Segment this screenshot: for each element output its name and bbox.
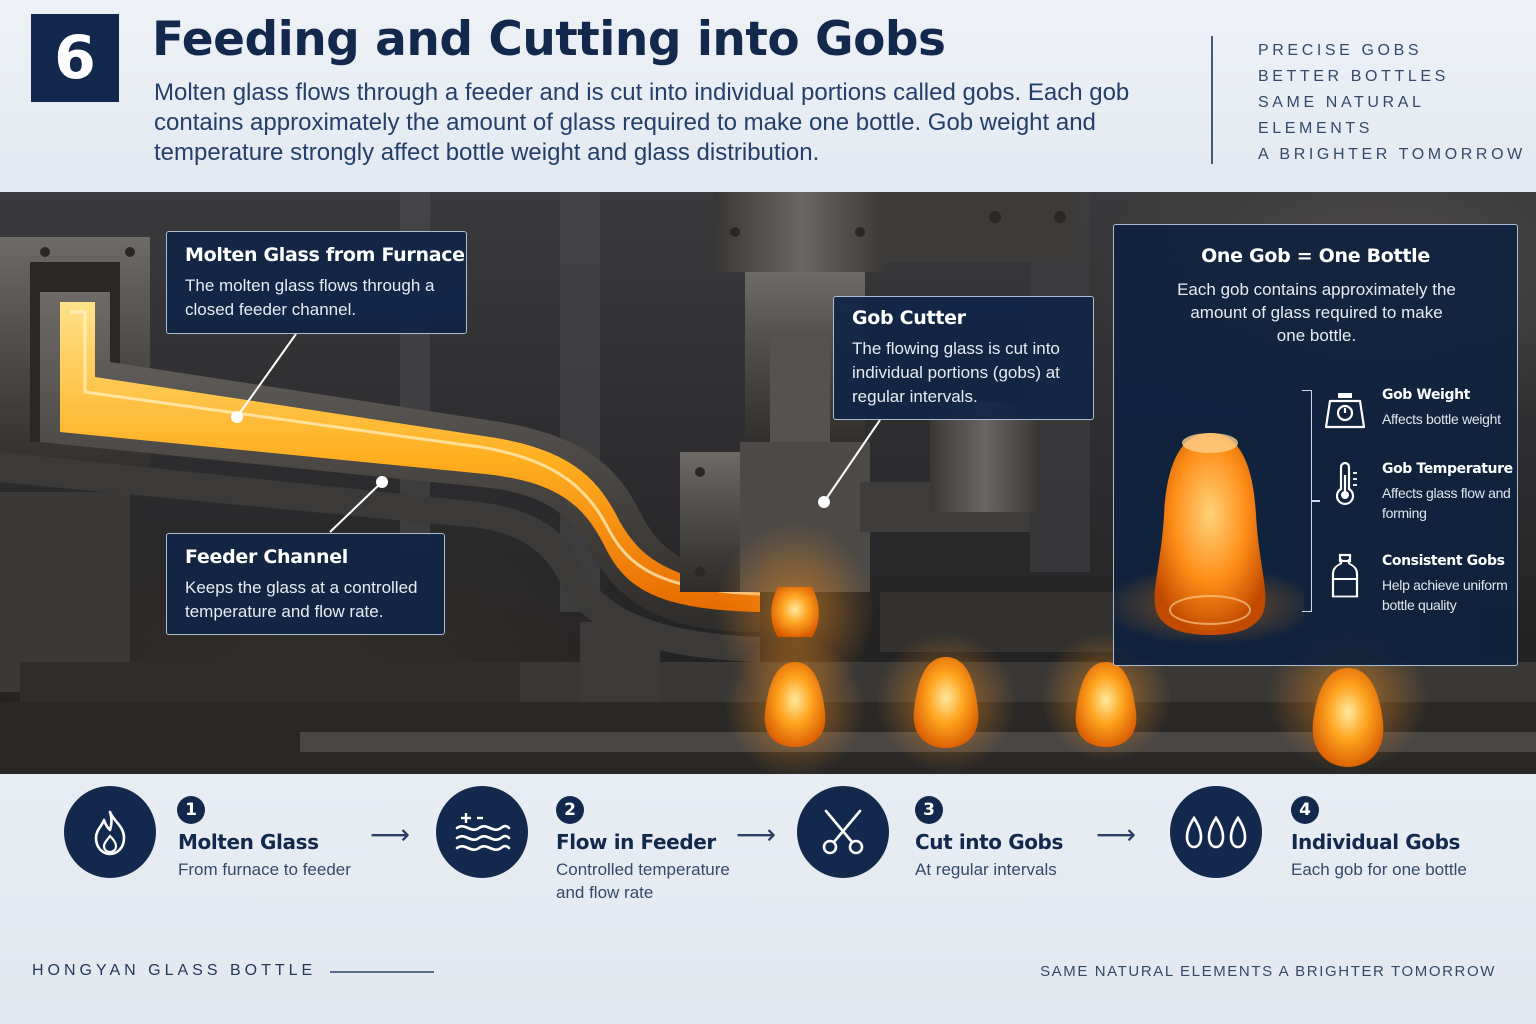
intro-text: Molten glass flows through a feeder and … (154, 79, 1130, 166)
footer-brand: HONGYAN GLASS BOTTLE (32, 962, 317, 979)
feature-title: Gob Temperature (1382, 461, 1513, 477)
taglines: PRECISE GOBS BETTER BOTTLES SAME NATURAL… (1258, 38, 1533, 168)
tagline-5: A BRIGHTER TOMORROW (1258, 146, 1526, 163)
step-number-badge: 6 (31, 14, 119, 102)
flame-icon (94, 810, 126, 856)
callout-text: The molten glass flows through a closed … (185, 276, 435, 319)
callout-text: The flowing glass is cut into individual… (852, 339, 1060, 406)
callout-title: Gob Cutter (852, 307, 966, 329)
step-text: Controlled temperature and flow rate (556, 860, 730, 902)
panel-description: Each gob contains approximately the amou… (1177, 280, 1456, 345)
bottle-icon (1331, 553, 1359, 598)
tagline-1: PRECISE GOBS (1258, 42, 1423, 59)
footer-divider (330, 971, 434, 973)
scale-icon (1324, 393, 1366, 429)
arrow-right-icon: ⟶ (1096, 818, 1137, 851)
step-title: Cut into Gobs (915, 830, 1063, 854)
feature-bracket (1302, 390, 1312, 612)
panel-title: One Gob = One Bottle (1201, 245, 1430, 267)
callout-text: Keeps the glass at a controlled temperat… (185, 578, 418, 621)
step-number: 4 (1291, 796, 1319, 824)
step-text: At regular intervals (915, 860, 1057, 879)
step-circle (1170, 786, 1262, 878)
page-title: Feeding and Cutting into Gobs (152, 12, 946, 67)
feeder-machine-illustration (0, 192, 1536, 774)
step-text: Each gob for one bottle (1291, 860, 1467, 879)
arrow-right-icon: ⟶ (736, 818, 777, 851)
step-circle (64, 786, 156, 878)
step-molten-glass: 1 Molten Glass From furnace to feeder (64, 786, 364, 906)
drops-icon (1185, 815, 1247, 849)
step-number: 1 (177, 796, 205, 824)
header: 6 Feeding and Cutting into Gobs Molten g… (0, 0, 1536, 192)
step-title: Flow in Feeder (556, 830, 716, 854)
process-steps: 1 Molten Glass From furnace to feeder ⟶ … (0, 774, 1536, 1024)
callout-title: Feeder Channel (185, 546, 348, 568)
step-title: Individual Gobs (1291, 830, 1460, 854)
gob-image (1114, 433, 1304, 645)
feature-title: Gob Weight (1382, 387, 1470, 403)
one-gob-panel: One Gob = One Bottle Each gob contains a… (1113, 224, 1518, 666)
step-cut-into-gobs: 3 Cut into Gobs At regular intervals (797, 786, 1097, 906)
step-circle (797, 786, 889, 878)
step-title: Molten Glass (178, 830, 319, 854)
callout-title: Molten Glass from Furnace (185, 244, 465, 266)
feature-bracket-tick (1312, 500, 1320, 502)
tagline-4: ELEMENTS (1258, 120, 1374, 137)
step-number: 3 (915, 796, 943, 824)
step-circle (436, 786, 528, 878)
step-individual-gobs: 4 Individual Gobs Each gob for one bottl… (1170, 786, 1510, 906)
feature-text: Help achieve uniform bottle quality (1382, 577, 1508, 613)
thermometer-icon (1335, 461, 1357, 506)
waves-icon (455, 813, 511, 851)
scissors-icon (822, 809, 864, 855)
callout-gob-cutter: Gob Cutter The flowing glass is cut into… (833, 296, 1094, 420)
feature-title: Consistent Gobs (1382, 553, 1505, 569)
tagline-divider (1211, 36, 1213, 164)
step-number: 2 (556, 796, 584, 824)
arrow-right-icon: ⟶ (370, 818, 411, 851)
tagline-3: SAME NATURAL (1258, 94, 1425, 111)
callout-molten-glass-from-furnace: Molten Glass from Furnace The molten gla… (166, 231, 467, 334)
feature-text: Affects bottle weight (1382, 411, 1501, 427)
feature-text: Affects glass flow and forming (1382, 485, 1511, 521)
callout-feeder-channel: Feeder Channel Keeps the glass at a cont… (166, 533, 445, 635)
step-flow-in-feeder: 2 Flow in Feeder Controlled temperature … (436, 786, 736, 906)
footer-slogan: SAME NATURAL ELEMENTS A BRIGHTER TOMORRO… (1040, 963, 1496, 980)
tagline-2: BETTER BOTTLES (1258, 68, 1449, 85)
step-text: From furnace to feeder (178, 860, 351, 879)
